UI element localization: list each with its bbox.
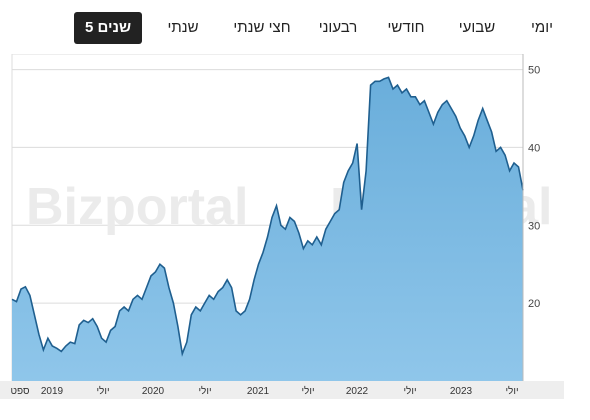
x-tick-label: יולי	[505, 385, 518, 397]
x-tick-label: 2022	[346, 386, 369, 397]
tab-half-yearly[interactable]: חצי שנתי	[233, 19, 291, 36]
x-tick-label: 2021	[247, 386, 270, 397]
tab-5-years[interactable]: 5 שנים	[74, 12, 142, 44]
period-tabs: יומי שבועי חודשי רבעוני חצי שנתי שנתי 5 …	[0, 0, 590, 52]
x-tick-label: יולי	[96, 385, 109, 397]
x-tick-label: 2023	[450, 386, 473, 397]
x-axis-ticks: ספט 2019 יולי 2020 יולי 2021 יולי 2022 יולי 2023 י…	[10, 385, 518, 397]
tab-yearly[interactable]: שנתי	[167, 19, 199, 36]
price-line	[11, 76, 524, 357]
y-tick-label: 50	[528, 65, 540, 77]
x-tick-label: יולי	[198, 385, 211, 397]
series-group	[11, 76, 524, 382]
tab-daily[interactable]: יומי	[531, 19, 553, 36]
y-tick-label: 30	[528, 220, 540, 232]
y-tick-label: 40	[528, 142, 540, 154]
tab-weekly[interactable]: שבועי	[458, 19, 496, 36]
tab-monthly[interactable]: חודשי	[387, 19, 425, 36]
watermark-left: Bizportal	[26, 178, 248, 236]
x-tick-label: 2020	[142, 386, 165, 397]
tab-quarterly[interactable]: רבעוני	[318, 19, 358, 36]
x-tick-label: 2019	[41, 386, 64, 397]
y-axis-ticks: 50 40 30 20	[528, 65, 540, 311]
y-tick-label: 20	[528, 298, 540, 310]
price-area	[12, 77, 523, 382]
x-axis-band	[0, 381, 564, 399]
x-tick-label: ספט	[10, 386, 30, 397]
x-tick-label: יולי	[403, 385, 416, 397]
x-tick-label: יולי	[301, 385, 314, 397]
